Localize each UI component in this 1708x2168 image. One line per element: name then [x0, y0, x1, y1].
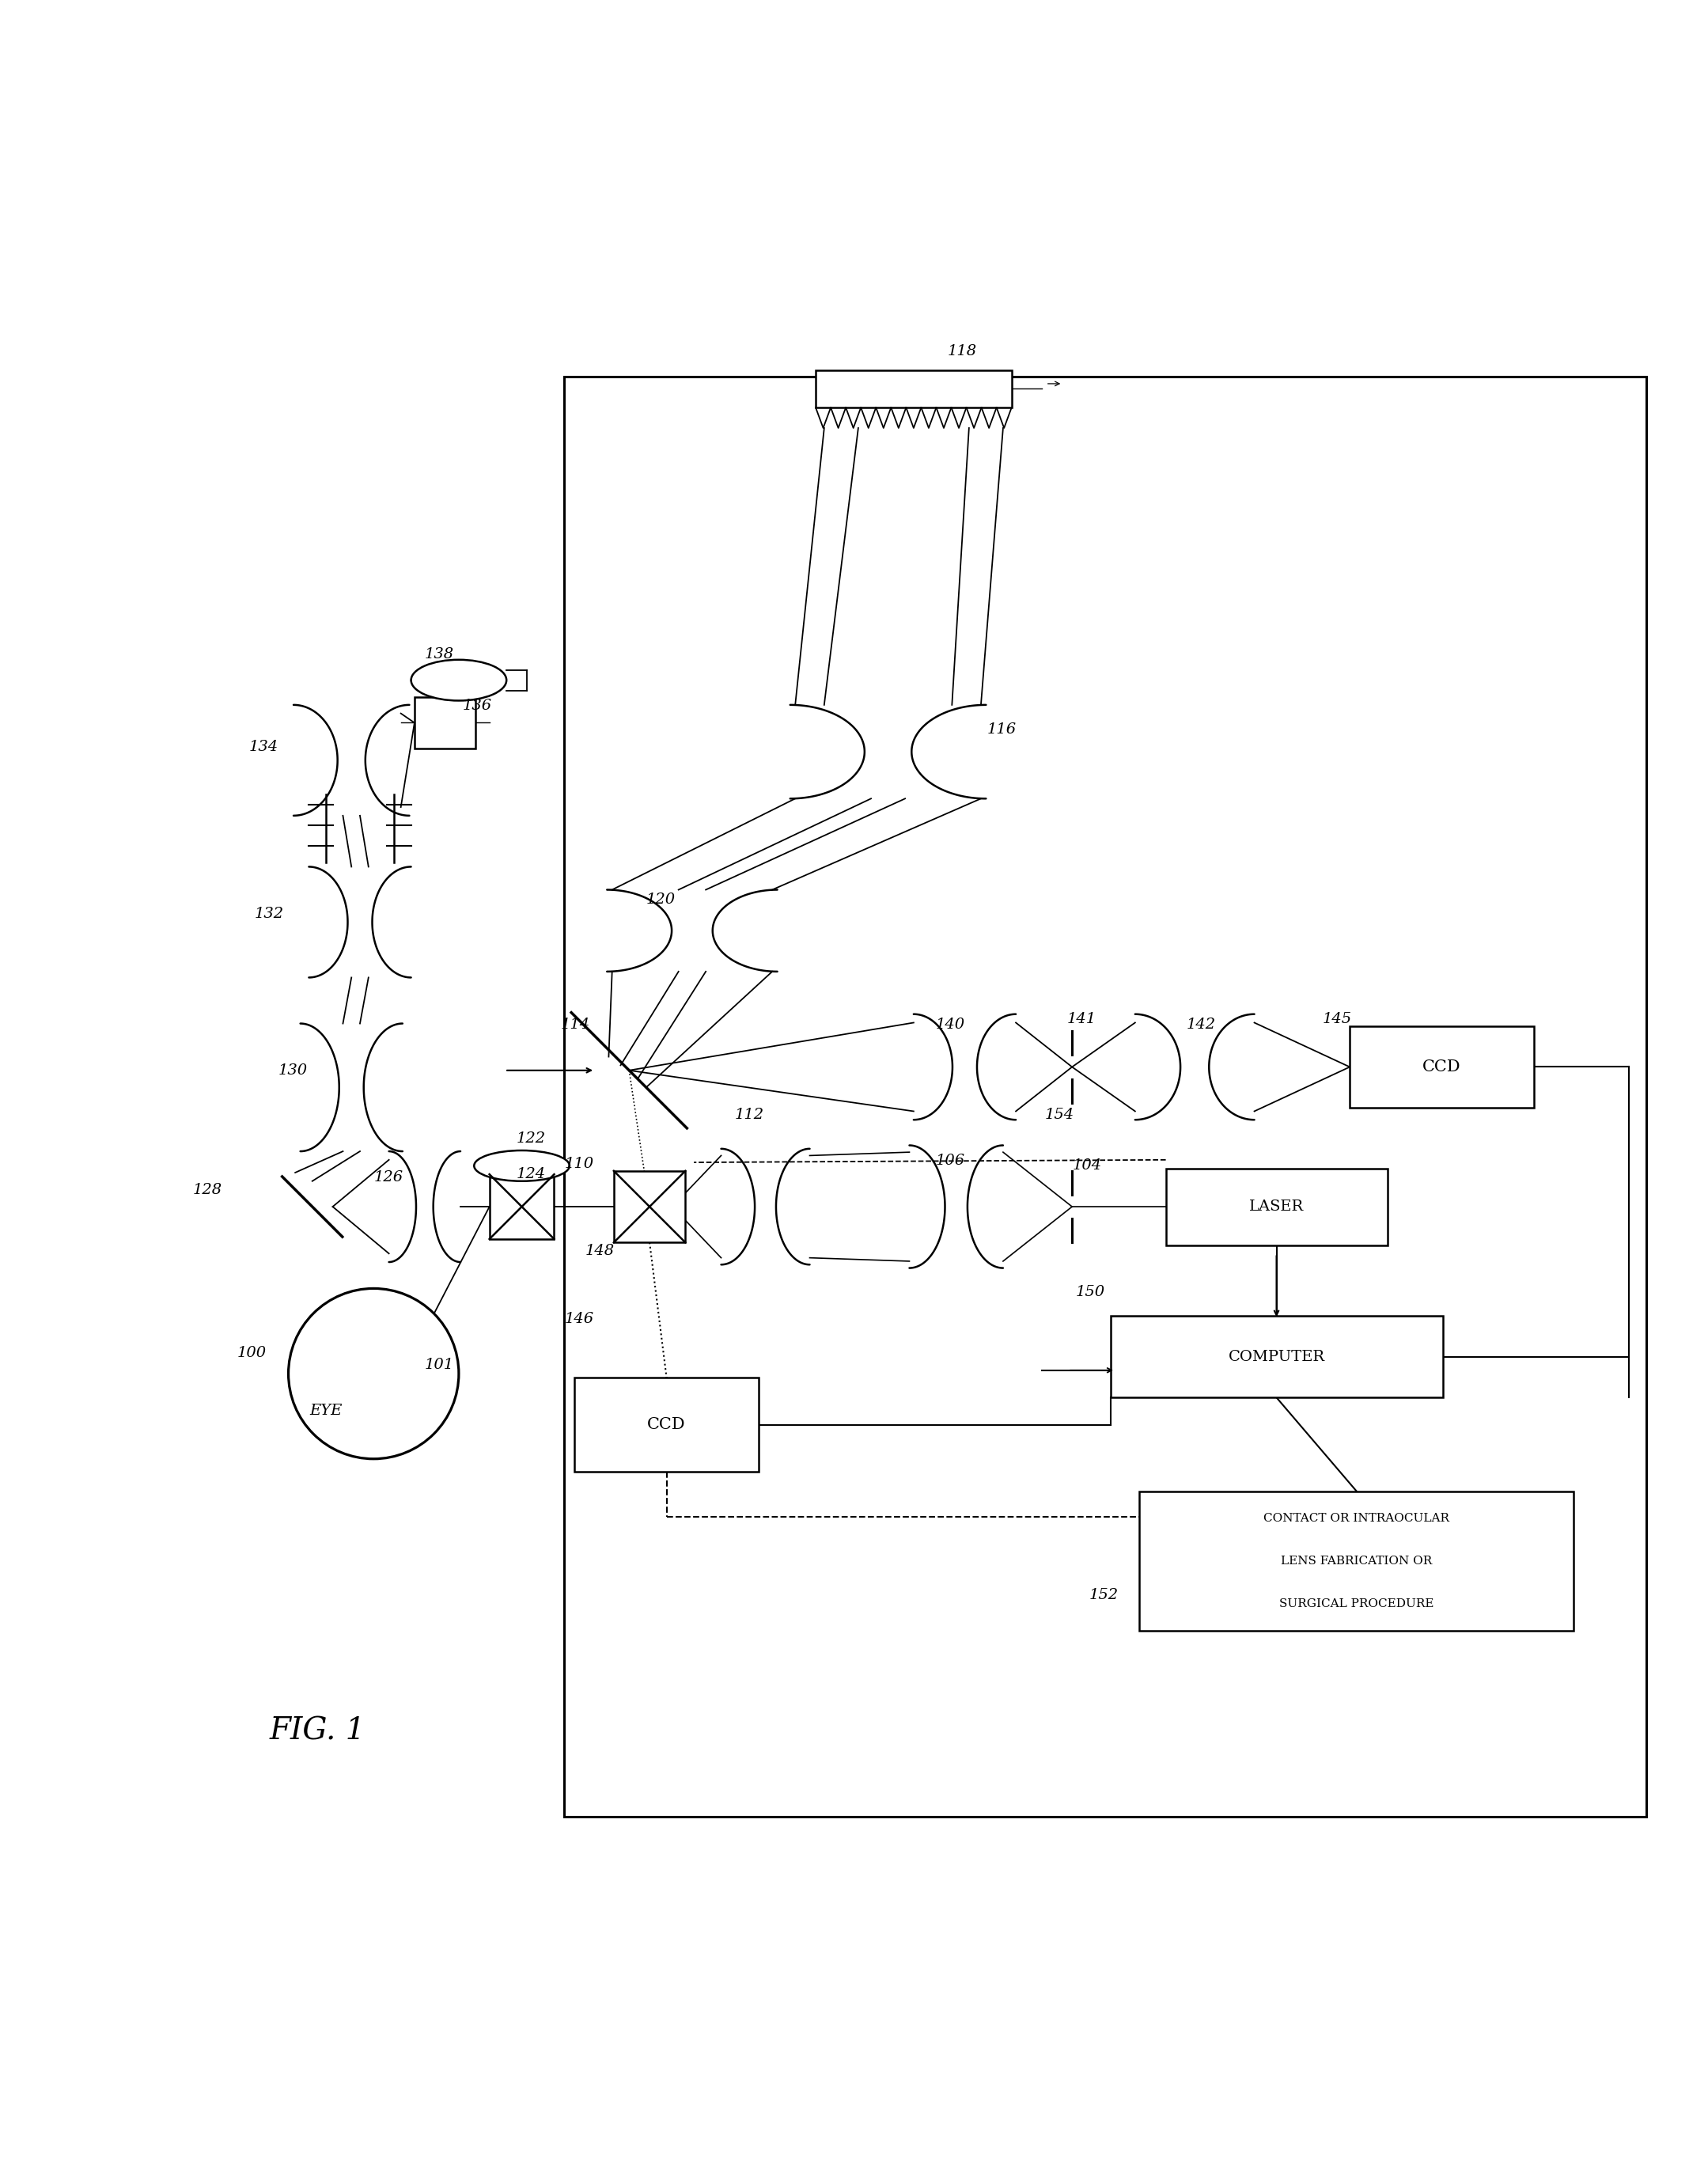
Text: EYE: EYE [309, 1405, 342, 1418]
Text: 141: 141 [1068, 1012, 1097, 1025]
Bar [1139, 1492, 1573, 1630]
Text: CCD: CCD [647, 1418, 687, 1433]
Text: 146: 146 [564, 1312, 594, 1327]
Text: 128: 128 [193, 1182, 222, 1197]
Text: 152: 152 [1090, 1587, 1119, 1602]
Text: COMPUTER: COMPUTER [1228, 1348, 1325, 1364]
Text: 140: 140 [936, 1017, 965, 1032]
Text: SURGICAL PROCEDURE: SURGICAL PROCEDURE [1279, 1598, 1435, 1609]
Text: 150: 150 [1076, 1286, 1105, 1299]
Bar [1349, 1025, 1534, 1108]
Bar [816, 371, 1011, 408]
Text: 148: 148 [584, 1244, 615, 1257]
Bar [613, 1171, 685, 1242]
Text: 142: 142 [1185, 1017, 1216, 1032]
Text: 112: 112 [734, 1108, 763, 1121]
Text: LENS FABRICATION OR: LENS FABRICATION OR [1281, 1557, 1433, 1567]
Text: CCD: CCD [1423, 1060, 1460, 1075]
Bar [1110, 1316, 1443, 1398]
Text: 154: 154 [1045, 1108, 1074, 1121]
Text: 134: 134 [249, 739, 278, 754]
Text: 124: 124 [518, 1166, 547, 1182]
Text: 136: 136 [463, 698, 492, 713]
Text: 100: 100 [237, 1346, 266, 1359]
Text: 120: 120 [646, 893, 676, 906]
Text: 118: 118 [948, 345, 977, 358]
Circle shape [289, 1288, 459, 1459]
Bar [564, 377, 1647, 1817]
Bar [490, 1175, 553, 1240]
Text: 138: 138 [425, 648, 454, 661]
Text: 132: 132 [254, 906, 284, 921]
Text: 145: 145 [1322, 1012, 1351, 1025]
Bar [574, 1379, 758, 1472]
Text: FIG. 1: FIG. 1 [270, 1717, 366, 1745]
Text: 126: 126 [374, 1171, 403, 1186]
Text: 114: 114 [560, 1017, 591, 1032]
Text: 116: 116 [987, 722, 1016, 737]
Text: LASER: LASER [1249, 1199, 1303, 1214]
Text: 122: 122 [518, 1132, 547, 1145]
Bar [415, 698, 477, 748]
Ellipse shape [412, 659, 507, 700]
Text: 104: 104 [1073, 1158, 1102, 1173]
Text: 110: 110 [564, 1158, 594, 1171]
Text: CONTACT OR INTRAOCULAR: CONTACT OR INTRAOCULAR [1264, 1513, 1450, 1524]
Ellipse shape [475, 1151, 569, 1182]
Text: 101: 101 [425, 1357, 454, 1372]
Text: 106: 106 [936, 1153, 965, 1169]
Text: 130: 130 [278, 1062, 307, 1077]
Bar [1167, 1169, 1387, 1244]
